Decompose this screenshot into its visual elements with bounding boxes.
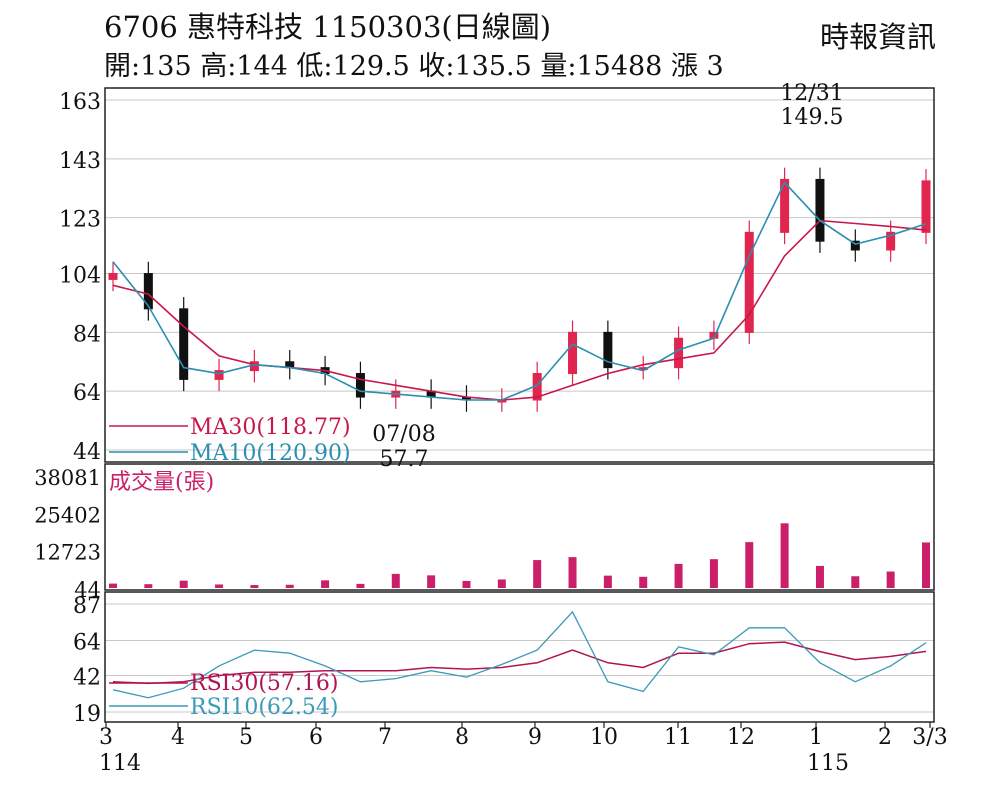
ma30-line: [112, 219, 927, 401]
price-tick-label: 44: [73, 440, 101, 465]
volume-bar: [533, 560, 542, 588]
x-tick-label: 4: [171, 725, 185, 750]
volume-bar: [851, 576, 860, 588]
candle-body: [179, 308, 189, 380]
rsi-tick-label: 87: [73, 594, 101, 619]
volume-bar: [250, 585, 259, 588]
price-panel-frame: [104, 87, 935, 463]
volume-bar: [356, 583, 365, 588]
volume-bar: [427, 575, 436, 588]
x-tick-label: 12: [727, 725, 755, 750]
candle-body: [108, 273, 118, 280]
price-tick-label: 84: [73, 322, 101, 347]
high-annotation-date: 12/31: [780, 81, 843, 106]
candle-body: [568, 331, 578, 375]
candle-body: [214, 370, 224, 380]
candle-body: [744, 231, 754, 333]
candle-body: [143, 273, 153, 310]
data-source: 時報資訊: [819, 20, 936, 54]
volume-bar: [215, 584, 224, 588]
candle-body: [886, 231, 896, 251]
candle-body: [674, 337, 684, 369]
ma30-legend-label: MA30(118.77): [190, 415, 351, 440]
x-tick-label: 5: [239, 725, 253, 750]
volume-bar: [568, 557, 577, 588]
volume-bar: [462, 580, 471, 588]
x-tick-label: 2: [878, 725, 892, 750]
candle-body: [603, 331, 613, 369]
rsi-tick-label: 42: [73, 665, 101, 690]
ma10-line: [112, 180, 927, 401]
volume-bar: [674, 563, 683, 588]
x-year-label: 115: [807, 751, 849, 776]
low-annotation-value: 57.7: [380, 447, 429, 472]
volume-bar: [391, 573, 400, 588]
x-tick-label: 6: [309, 725, 323, 750]
volume-bar: [179, 580, 188, 588]
volume-bar: [603, 575, 612, 588]
volume-bar: [745, 542, 754, 588]
x-tick-label: 3: [99, 725, 113, 750]
chart-title: 6706 惠特科技 1150303(日線圖): [104, 10, 552, 44]
x-tick-label: 8: [455, 725, 469, 750]
volume-bar: [144, 584, 153, 588]
x-tick-label: 10: [590, 725, 618, 750]
price-tick-label: 104: [59, 264, 101, 289]
ma10-legend-label: MA10(120.90): [190, 441, 351, 466]
volume-panel-frame: [104, 463, 935, 591]
rsi-tick-label: 64: [73, 631, 101, 656]
x-year-label: 114: [99, 751, 141, 776]
x-tick-label: 1: [809, 725, 823, 750]
candle-body: [921, 180, 931, 233]
price-tick-label: 64: [73, 381, 101, 406]
candle-body: [780, 178, 790, 233]
quote-summary: 開:135 高:144 低:129.5 收:135.5 量:15488 漲 3: [104, 51, 724, 82]
rsi-panel-frame: [104, 591, 935, 723]
volume-bar: [321, 580, 330, 588]
volume-bar: [886, 571, 895, 588]
x-tick-label: 3/3: [912, 725, 947, 750]
rsi30-line: [112, 641, 927, 685]
volume-bar: [639, 576, 648, 588]
high-annotation-value: 149.5: [781, 105, 844, 130]
volume-bar: [815, 565, 824, 588]
volume-tick-label: 25402: [34, 503, 101, 527]
price-tick-label: 123: [59, 208, 101, 233]
volume-bar: [780, 523, 789, 588]
rsi10-line: [112, 610, 927, 699]
candle-body: [815, 178, 825, 242]
rsi-tick-label: 19: [73, 702, 101, 727]
x-tick-label: 7: [378, 725, 392, 750]
volume-bar: [109, 583, 117, 588]
rsi30-legend-label: RSI30(57.16): [190, 671, 338, 696]
candle-body: [850, 240, 860, 251]
volume-tick-label: 38081: [34, 466, 101, 490]
low-annotation-date: 07/08: [372, 422, 435, 447]
volume-bar: [922, 542, 930, 588]
rsi10-legend-label: RSI10(62.54): [190, 695, 338, 720]
price-tick-label: 163: [59, 90, 101, 115]
x-tick-label: 9: [528, 725, 542, 750]
volume-bar: [497, 579, 506, 588]
volume-bar: [709, 559, 718, 588]
volume-tick-label: 12723: [34, 541, 101, 565]
volume-title: 成交量(張): [109, 470, 214, 495]
candle-body: [355, 373, 365, 398]
x-tick-label: 11: [664, 725, 692, 750]
volume-bar: [285, 584, 294, 588]
price-tick-label: 143: [59, 149, 101, 174]
volume-tick-label: 44: [74, 578, 101, 602]
